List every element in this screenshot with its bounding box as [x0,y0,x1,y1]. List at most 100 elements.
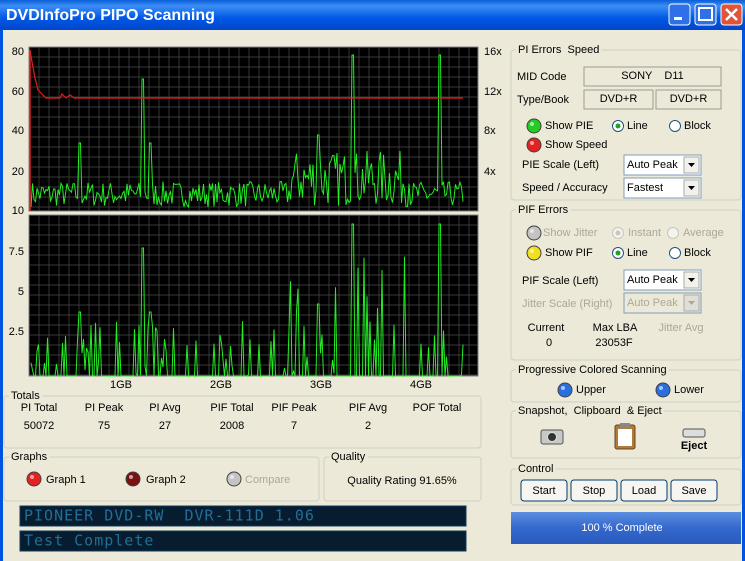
lcd-display [19,505,467,527]
y-tick-label: 40 [12,125,24,137]
group-title-bg [9,451,50,463]
radio-dot [615,250,621,256]
lcd-display [19,530,467,552]
lcd-text: Test Complete [24,532,154,550]
maximize-glyph [698,7,713,21]
button-label[interactable]: Save [681,485,706,497]
y2-tick-label: 16x [484,46,502,58]
label: Jitter Avg [658,322,703,334]
label: Jitter Scale (Right) [522,298,612,310]
label: 23053F [595,337,633,349]
progress-text: 100 % Complete [581,522,662,534]
progress-bar [511,512,741,544]
column-header: PI Peak [85,402,124,414]
show-jitter-toggle[interactable] [526,225,542,241]
column-header: PI Total [21,402,58,414]
lamp-shine [30,475,34,479]
button-label[interactable]: Stop [583,485,606,497]
label: Upper [576,384,606,396]
radio-dot [615,230,621,236]
group-box [3,395,482,449]
close-glyph [725,8,738,21]
option-label: Graph 1 [46,474,86,486]
lamp-shine [129,475,133,479]
compare-toggle[interactable] [226,471,242,487]
group-title: Quality [331,451,366,463]
window-title: DVDInfoPro PIPO Scanning [6,7,215,24]
control-button[interactable] [520,479,568,502]
dropdown-value: Fastest [627,182,663,194]
radio-button [667,227,679,239]
control-button[interactable] [570,479,618,502]
eject-icon[interactable] [682,428,706,438]
dropdown[interactable] [623,269,702,291]
show-pif-toggle[interactable] [526,245,542,261]
label: Current [528,322,565,334]
dropdown[interactable] [623,154,702,176]
radio-button[interactable] [669,247,681,259]
camera-lens [547,432,557,442]
group-box [510,468,742,506]
minimize-glyph [674,17,682,20]
field-value: DVD+R [670,93,708,105]
option-label: Graph 2 [146,474,186,486]
group-title: PIF Errors [518,204,569,216]
y2-tick-label: 12x [484,86,502,98]
radio-dot [615,123,621,129]
radio-button[interactable] [669,120,681,132]
label: Show PIE [545,120,593,132]
lamp-shine [561,386,565,390]
group-box [323,456,482,502]
button-label[interactable]: Start [532,485,555,497]
dropdown-arrow [688,163,695,167]
lamp-shine [530,141,534,145]
label: Lower [674,384,704,396]
label: Max LBA [593,322,638,334]
y-tick-label: 80 [12,46,24,58]
label: 0 [546,337,552,349]
group-title-bg [516,204,571,216]
label: Show Speed [545,139,607,151]
y-tick-label: 5 [18,286,24,298]
group-title-bg [516,44,602,56]
clipboard-clip [620,423,630,428]
dropdown-value: Auto Peak [627,274,678,286]
lamp-shine [530,229,534,233]
control-button[interactable] [620,479,668,502]
label: Speed / Accuracy [522,182,608,194]
y-tick-label: 7.5 [9,246,24,258]
column-header: PIF Peak [271,402,317,414]
control-button[interactable] [670,479,718,502]
y-tick-label: 60 [12,86,24,98]
label: Show Jitter [543,227,598,239]
dropdown[interactable] [623,177,702,199]
field-value: DVD+R [600,93,638,105]
label: PIF Scale (Left) [522,275,598,287]
column-value: 7 [291,420,297,432]
button-label[interactable]: Load [632,485,656,497]
lcd-text: PIONEER DVD-RW DVR-111D 1.06 [24,507,315,525]
x-tick-label: 1GB [110,379,132,391]
x-tick-label: 3GB [310,379,332,391]
window-border [0,30,3,561]
graph2-toggle[interactable] [125,471,141,487]
group-title-bg [516,463,556,475]
label: Instant [628,227,661,239]
group-title: Progressive Colored Scanning [518,364,667,376]
eject-label: Eject [681,440,708,452]
label: Line [627,120,648,132]
dropdown-value: Auto Peak [627,159,678,171]
show-speed-toggle[interactable] [526,137,542,153]
chart-plot [28,46,479,212]
group-title: Totals [11,390,40,402]
lower-toggle[interactable] [655,382,671,398]
graph1-toggle[interactable] [26,471,42,487]
upper-toggle[interactable] [557,382,573,398]
text-field [583,66,722,87]
minimize-button[interactable] [668,3,691,26]
show-pie-toggle[interactable] [526,118,542,134]
y2-tick-label: 4x [484,166,496,178]
label: MID Code [517,71,567,83]
label: Show PIF [545,247,593,259]
